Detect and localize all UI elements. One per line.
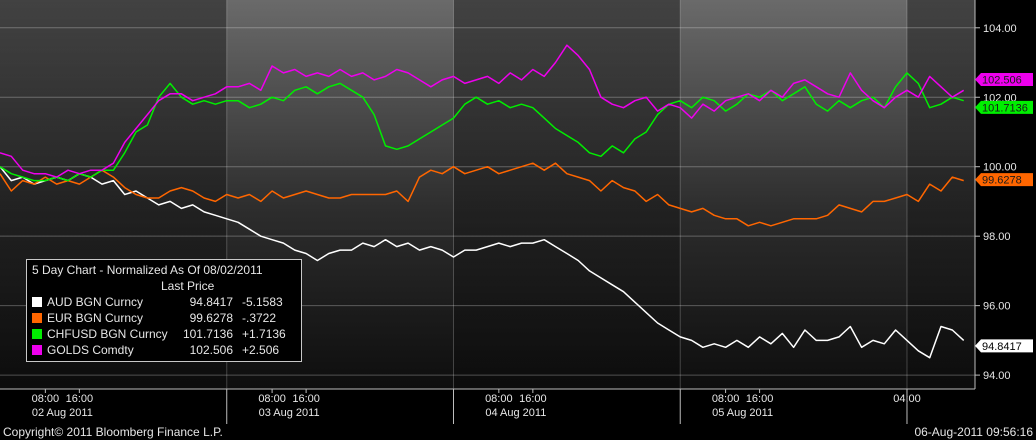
y-tick-label: 96.00 [983,301,1011,313]
series-line [0,166,965,359]
y-tick-label: 104.00 [983,23,1017,35]
legend-swatch [32,313,42,323]
legend-swatch [32,297,42,307]
series-end-tag-label: 94.8417 [982,341,1022,353]
x-tick-label-day: 03 Aug 2011 [259,407,320,419]
series-end-tag-shape [975,100,1033,114]
legend-last-price: 101.7136 [182,327,233,341]
series-end-tag-label: 101.7136 [982,102,1028,114]
series-end-tag: 101.7136 [975,100,1033,114]
x-tick-label-time: 16:00 [292,393,320,405]
legend-item: GOLDS Comdty 102.506 +2.506 [32,343,300,358]
x-tick-label-time: 08:00 [485,393,513,405]
legend-net-change: +2.506 [242,343,280,357]
x-tick-label-time: 08:00 [258,393,286,405]
legend-net-change: -5.1583 [242,295,283,309]
legend-series-name: EUR BGN Curncy [47,311,144,325]
legend-last-price: 99.6278 [189,311,233,325]
y-tick-label: 100.00 [983,162,1017,174]
legend-last-price: 94.8417 [189,295,233,309]
legend-item: EUR BGN Curncy 99.6278 -.3722 [32,311,300,326]
footer-bar: Copyright© 2011 Bloomberg Finance L.P. 0… [0,424,1036,440]
legend-series-name: CHFUSD BGN Curncy [47,327,168,341]
copyright-text: Copyright© 2011 Bloomberg Finance L.P. [3,425,223,439]
series-end-tag-shape [975,73,1033,87]
session-shading [906,0,975,389]
legend-swatch [32,345,42,355]
series-end-tag: 99.6278 [975,173,1033,187]
chart-subtitle: Last Price [161,279,215,293]
x-tick-label-time: 16:00 [746,393,774,405]
x-tick-label-day: 04 Aug 2011 [485,407,546,419]
series-end-tag-shape [975,173,1033,187]
legend-last-price: 102.506 [189,343,233,357]
x-tick-label-time: 16:00 [519,393,547,405]
series-line [0,72,964,182]
x-tick-label-time: 08:00 [32,393,60,405]
chart-legend: 5 Day Chart - Normalized As Of 08/02/201… [26,259,302,362]
timestamp-text: 06-Aug-2011 09:56:16 [914,425,1033,439]
series-end-tag-label: 99.6278 [982,175,1022,187]
legend-net-change: +1.7136 [242,327,286,341]
y-tick-label: 94.00 [983,370,1011,382]
y-tick-label: 98.00 [983,231,1011,243]
series-end-tag: 102.506 [975,73,1033,87]
series-end-tag-shape [975,339,1033,353]
legend-swatch [32,329,42,339]
legend-item: AUD BGN Curncy 94.8417 -5.1583 [32,295,300,310]
series-line [0,162,964,227]
x-tick-label-day: 05 Aug 2011 [712,407,773,419]
chart-title: 5 Day Chart - Normalized As Of 08/02/201… [32,263,263,277]
series-line [0,44,965,178]
legend-item: CHFUSD BGN Curncy 101.7136 +1.7136 [32,327,300,342]
session-shading [453,0,681,389]
series-end-tag: 94.8417 [975,339,1033,353]
x-tick-label-time: 16:00 [66,393,94,405]
legend-series-name: AUD BGN Curncy [47,295,144,309]
legend-net-change: -.3722 [242,311,277,325]
x-tick-label-day: 02 Aug 2011 [32,407,93,419]
legend-series-name: GOLDS Comdty [47,343,134,357]
series-end-tag-label: 102.506 [982,75,1022,87]
x-tick-label-time: 08:00 [712,393,740,405]
